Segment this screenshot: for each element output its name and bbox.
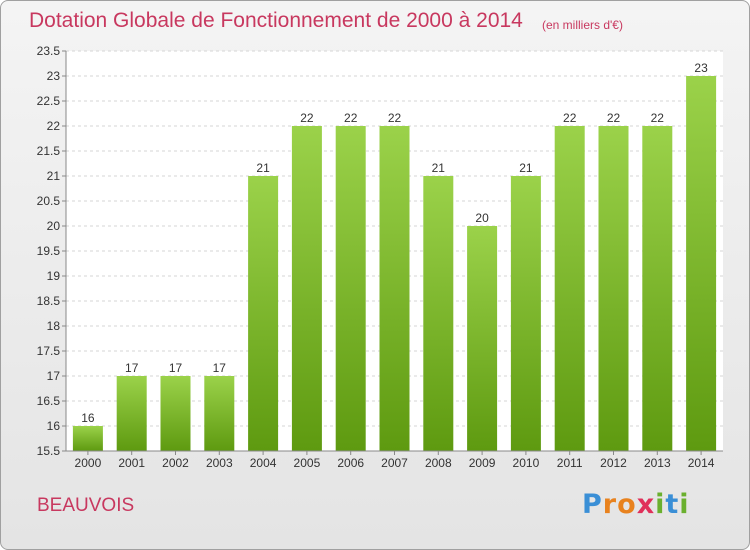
data-label: 22 — [388, 111, 402, 125]
y-tick-label: 22 — [47, 119, 61, 133]
bar-2014 — [686, 76, 717, 451]
y-tick-label: 23.5 — [37, 44, 61, 58]
logo-letter: t — [665, 489, 680, 520]
y-tick-label: 15.5 — [37, 444, 61, 458]
data-label: 22 — [651, 111, 665, 125]
y-tick-label: 21.5 — [37, 144, 61, 158]
bar-2004 — [248, 176, 279, 451]
chart-title: Dotation Globale de Fonctionnement de 20… — [29, 9, 523, 32]
x-tick-label: 2010 — [513, 456, 540, 470]
bar-2010 — [510, 176, 541, 451]
proxiti-logo[interactable]: Proxiti — [582, 489, 690, 520]
y-axis-ticks: 15.5 16 16.5 17 17.5 18 18.5 19 19.5 20 20.5 21 21.5… — [37, 44, 66, 458]
bar-2003 — [204, 376, 235, 451]
x-tick-label: 2003 — [206, 456, 233, 470]
bar-2009 — [467, 226, 498, 451]
data-label: 17 — [125, 361, 139, 375]
data-label: 22 — [300, 111, 314, 125]
data-label: 17 — [213, 361, 227, 375]
bar-2007 — [379, 126, 410, 451]
data-label: 23 — [694, 61, 708, 75]
logo-letter: r — [602, 489, 618, 520]
x-tick-label: 2014 — [688, 456, 715, 470]
logo-letter: i — [679, 489, 690, 520]
logo-letter: P — [582, 489, 603, 520]
y-tick-label: 19 — [47, 269, 61, 283]
data-labels: 16 17 17 17 21 22 22 22 21 20 21 22 22 22 23 — [81, 61, 708, 425]
y-tick-label: 22.5 — [37, 94, 61, 108]
bar-2012 — [598, 126, 629, 451]
y-tick-label: 16.5 — [37, 394, 61, 408]
chart-unit-subtitle: (en milliers d'€) — [542, 18, 623, 32]
bar-2002 — [160, 376, 191, 451]
y-tick-label: 17.5 — [37, 344, 61, 358]
y-tick-label: 16 — [47, 419, 61, 433]
y-tick-label: 18 — [47, 319, 61, 333]
bar-2013 — [642, 126, 673, 451]
x-tick-label: 2013 — [644, 456, 671, 470]
x-tick-label: 2000 — [75, 456, 102, 470]
bar-2005 — [291, 126, 322, 451]
data-label: 16 — [81, 411, 95, 425]
bar-2006 — [335, 126, 366, 451]
y-tick-label: 19.5 — [37, 244, 61, 258]
data-label: 21 — [519, 161, 533, 175]
x-tick-label: 2002 — [162, 456, 189, 470]
data-label: 20 — [475, 211, 489, 225]
data-label: 22 — [344, 111, 358, 125]
bar-2008 — [423, 176, 454, 451]
commune-name: BEAUVOIS — [37, 495, 135, 516]
y-tick-label: 20.5 — [37, 194, 61, 208]
x-tick-label: 2001 — [118, 456, 145, 470]
logo-letter: o — [617, 489, 637, 520]
x-tick-label: 2011 — [557, 456, 583, 470]
x-axis-ticks: 2000 2001 2002 2003 2004 2005 2006 2007 2008 2009… — [75, 451, 715, 470]
y-tick-label: 23 — [47, 69, 61, 83]
x-tick-label: 2006 — [337, 456, 364, 470]
x-tick-label: 2004 — [250, 456, 277, 470]
y-tick-label: 17 — [47, 369, 61, 383]
x-tick-label: 2005 — [294, 456, 321, 470]
data-label: 22 — [607, 111, 621, 125]
bar-2011 — [554, 126, 585, 451]
bar-2000 — [72, 426, 103, 451]
y-tick-label: 18.5 — [37, 294, 61, 308]
logo-letter: x — [636, 489, 656, 520]
y-tick-label: 20 — [47, 219, 61, 233]
x-tick-label: 2012 — [600, 456, 627, 470]
data-label: 21 — [432, 161, 446, 175]
data-label: 17 — [169, 361, 183, 375]
x-tick-label: 2009 — [469, 456, 496, 470]
bar-2001 — [116, 376, 147, 451]
x-tick-label: 2007 — [381, 456, 408, 470]
y-tick-label: 21 — [47, 169, 61, 183]
x-tick-label: 2008 — [425, 456, 452, 470]
data-label: 22 — [563, 111, 577, 125]
data-label: 21 — [256, 161, 270, 175]
bars — [72, 76, 717, 451]
logo-letter: i — [655, 489, 666, 520]
